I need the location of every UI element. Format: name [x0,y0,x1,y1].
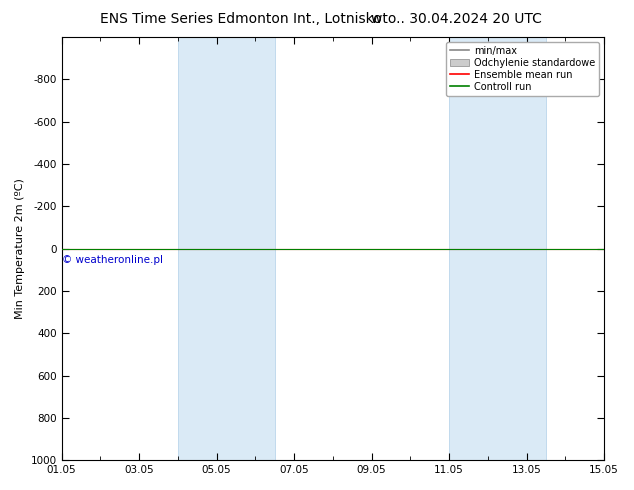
Bar [178,37,275,460]
Y-axis label: Min Temperature 2m (ºC): Min Temperature 2m (ºC) [15,178,25,319]
Legend: min/max, Odchylenie standardowe, Ensemble mean run, Controll run: min/max, Odchylenie standardowe, Ensembl… [446,42,599,96]
Text: © weatheronline.pl: © weatheronline.pl [62,255,164,265]
Text: wto.. 30.04.2024 20 UTC: wto.. 30.04.2024 20 UTC [371,12,542,26]
Bar [449,37,546,460]
Text: ENS Time Series Edmonton Int., Lotnisko: ENS Time Series Edmonton Int., Lotnisko [100,12,382,26]
